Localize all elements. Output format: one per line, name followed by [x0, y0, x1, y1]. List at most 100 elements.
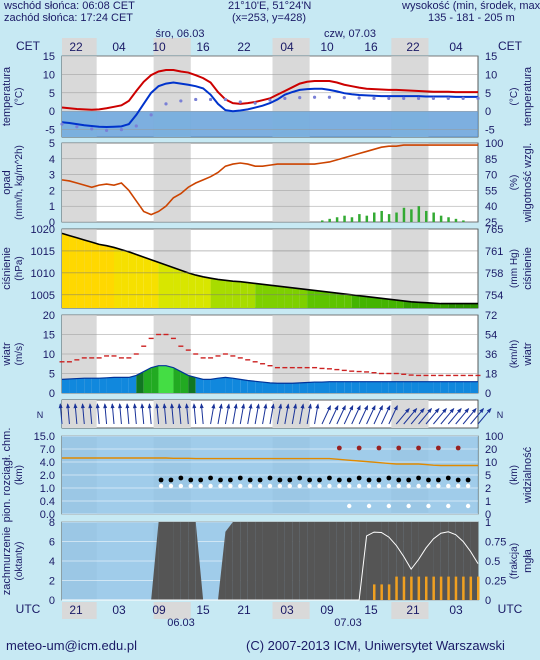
wind-speed-area — [151, 365, 159, 393]
cloud-low-dot — [386, 503, 392, 509]
bottom-hour-label: 21 — [406, 603, 420, 617]
temp-tick-left: 10 — [43, 69, 55, 81]
wind-barb — [239, 403, 246, 425]
wind-speed-area — [62, 378, 70, 393]
cloud-cover-area — [403, 522, 412, 600]
wind-barb — [291, 403, 298, 425]
cloudbase-dot — [287, 477, 293, 483]
top-hour-label: 22 — [237, 40, 251, 54]
wind-tick-right: 72 — [485, 310, 497, 322]
bottom-night-band — [153, 602, 191, 619]
cloud-cover-area — [455, 522, 464, 600]
wind-barb — [328, 404, 339, 425]
temp-below-zero-night — [153, 111, 191, 137]
wind-chill-point — [75, 125, 79, 129]
tz-right-label: CET — [498, 39, 523, 53]
pressure-line — [61, 232, 478, 305]
pressure-tick-right: 758 — [485, 268, 503, 280]
precip-unit: (mm/h, kg/m^2h) — [14, 145, 25, 220]
precip-bar — [395, 212, 398, 222]
wind-barb-head — [226, 403, 231, 409]
visibility-tick-right: 1 — [485, 496, 491, 508]
windbarbs-night-band — [272, 400, 310, 428]
wind-speed-area — [396, 381, 404, 393]
wind-barb-head — [442, 407, 447, 414]
bottom-hour-label: 21 — [237, 603, 251, 617]
wind-speed-area — [106, 377, 114, 393]
wind-speed-area — [195, 377, 204, 393]
pressure-area-segment — [262, 284, 270, 308]
pressure-area-segment — [128, 251, 137, 308]
wind-barb-head — [103, 403, 108, 409]
wind-barb — [177, 403, 182, 425]
wind-barb — [351, 404, 361, 425]
wind-speed-area — [351, 381, 360, 393]
precip-bar — [402, 207, 406, 222]
wind-chill-point — [283, 96, 287, 100]
wind-barb-head — [278, 403, 283, 409]
cloudbase-dot — [257, 477, 263, 483]
precip-unit-right: (%) — [509, 175, 520, 191]
cloudtop-dot — [257, 483, 263, 489]
wind-barb — [110, 403, 115, 425]
cloudbase-dot — [455, 477, 461, 483]
humidity-tick-right: 40 — [485, 201, 497, 213]
wind-chill-point — [431, 96, 436, 100]
wind-barb-head — [307, 403, 312, 409]
fog-tick-right: 0.75 — [485, 537, 506, 549]
clouds-tick-left: 0 — [49, 595, 55, 607]
bottom-date1-label: 06.03 — [167, 617, 195, 629]
cloudbase-dot — [406, 477, 412, 483]
grid-text: (x=253, y=428) — [232, 12, 306, 24]
fog-bar — [477, 576, 480, 600]
visibility-tick-right: 0 — [485, 509, 491, 521]
temperature-unit: (°C) — [14, 88, 25, 106]
cloud-cover-area — [232, 522, 241, 600]
top-hour-label: 16 — [364, 40, 378, 54]
pressure-area-segment — [455, 303, 464, 308]
top-night-band — [153, 38, 191, 55]
wind-barb-head — [184, 403, 189, 409]
cloudbase-dot — [317, 477, 322, 483]
visibility-tick-right: 20 — [485, 444, 497, 456]
pressure-area-segment — [381, 298, 389, 308]
pressure-area-segment — [329, 292, 337, 308]
wind-barb — [155, 403, 160, 425]
footer-email[interactable]: meteo-um@icm.edu.pl — [6, 638, 137, 653]
wind-chill-point — [446, 96, 450, 100]
top-night-band — [391, 38, 429, 55]
pressure-area-segment — [463, 303, 471, 308]
wind-barb-head — [125, 403, 130, 409]
pressure-area-segment — [195, 275, 204, 308]
bottom-hour-label: 21 — [69, 603, 83, 617]
cloudbase-dot — [277, 477, 283, 483]
wind-barb-head — [241, 403, 246, 409]
wind-speed-area — [203, 379, 211, 393]
pressure-tick-right: 761 — [485, 246, 503, 258]
wind-speed-area — [359, 381, 367, 393]
pressure-tick-left: 1005 — [31, 290, 55, 302]
wind-barb — [276, 403, 283, 425]
wind-tick-right: 54 — [485, 330, 497, 342]
wind-barb-head — [315, 403, 320, 409]
wind-speed-area — [180, 371, 189, 393]
bottom-night-band — [272, 602, 310, 619]
wind-barb — [170, 403, 175, 425]
cloud-low-dot — [426, 503, 431, 509]
pressure-area-segment — [314, 290, 322, 308]
wind-barb — [192, 403, 197, 425]
bottom-hour-label: 15 — [364, 603, 378, 617]
wind-tick-left: 20 — [43, 310, 55, 322]
wind-speed-area — [329, 381, 337, 393]
top-hour-label: 10 — [320, 40, 334, 54]
top-hour-label: 16 — [196, 40, 210, 54]
wind-barb-head — [419, 407, 425, 414]
precip-label: opad — [1, 170, 13, 194]
wind-barb — [95, 403, 100, 425]
wind-barb-head — [211, 403, 216, 409]
cloudbase-dot — [158, 477, 164, 483]
cloud-cover-area — [329, 522, 337, 600]
temp-tick-left: -5 — [45, 125, 55, 137]
bottom-hour-label: 15 — [196, 603, 210, 617]
clouds-tick-left: 4 — [49, 556, 55, 568]
